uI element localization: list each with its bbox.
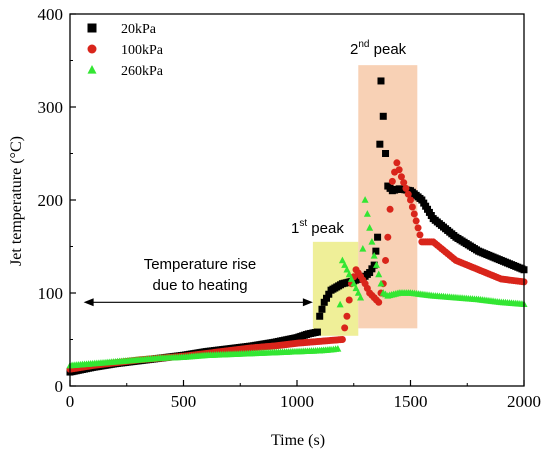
legend-entry: 20kPa — [87, 22, 157, 37]
series-100kPa — [66, 159, 528, 373]
legend-marker — [87, 44, 97, 54]
first-peak-word: peak — [307, 220, 344, 237]
y-tick-label: 100 — [38, 284, 64, 303]
data-point — [374, 233, 382, 241]
data-point — [370, 251, 378, 259]
data-point — [407, 196, 414, 204]
second-peak-number: 2 — [350, 41, 358, 58]
data-point — [338, 256, 346, 264]
first-peak-superscript: st — [299, 218, 307, 229]
annotations: Temperature rise due to heating 1st peak… — [83, 39, 407, 307]
data-point — [323, 294, 331, 302]
data-point — [361, 196, 369, 203]
data-point — [393, 159, 401, 167]
second-peak-superscript: nd — [358, 39, 369, 50]
data-point — [382, 150, 390, 157]
data-point — [384, 233, 392, 241]
data-point — [341, 324, 349, 332]
legend-marker — [87, 65, 97, 74]
legend-entry: 260kPa — [87, 64, 164, 79]
data-point — [350, 279, 358, 287]
data-point — [404, 190, 412, 198]
data-point — [397, 173, 405, 181]
data-point — [343, 312, 351, 320]
data-point — [343, 265, 351, 273]
data-point — [352, 284, 360, 292]
data-point — [325, 290, 333, 298]
data-point — [318, 305, 326, 313]
data-point — [376, 140, 384, 148]
data-point — [375, 298, 383, 306]
data-point — [345, 296, 353, 304]
data-point — [370, 261, 378, 269]
x-tick-label: 1500 — [394, 392, 428, 411]
y-tick-label: 400 — [38, 5, 64, 24]
data-point — [400, 179, 408, 187]
arrow-head-right — [302, 298, 313, 307]
data-point — [414, 224, 422, 232]
data-point — [341, 261, 349, 268]
data-point — [316, 312, 324, 320]
series-260kPa — [66, 196, 528, 369]
data-point — [377, 77, 385, 85]
data-point — [379, 112, 387, 120]
y-tick-label: 200 — [38, 191, 64, 210]
data-point — [410, 210, 418, 218]
second-peak-label: 2nd peak — [350, 39, 407, 58]
data-point — [388, 177, 396, 185]
first-peak-number: 1 — [291, 220, 299, 237]
data-point — [395, 166, 403, 174]
data-point — [382, 256, 390, 264]
axis-ticks: 0 500 1000 1500 2000 0 100 200 300 400 — [38, 5, 542, 411]
data-point — [363, 210, 371, 217]
data-point — [338, 336, 346, 343]
legend-label: 260kPa — [121, 64, 164, 79]
data-point — [412, 217, 420, 225]
first-peak-label: 1st peak — [291, 218, 344, 237]
x-tick-label: 2000 — [507, 392, 541, 411]
data-point — [372, 261, 380, 268]
data-point — [354, 289, 362, 296]
data-point — [386, 205, 394, 213]
legend-marker — [87, 23, 97, 33]
rise-annotation-line2: due to heating — [152, 277, 247, 294]
data-point — [408, 203, 416, 211]
rise-annotation-line1: Temperature rise — [144, 256, 257, 273]
legend-label: 100kPa — [121, 43, 164, 58]
x-tick-label: 500 — [171, 392, 197, 411]
legend-entry: 100kPa — [87, 43, 164, 58]
y-tick-label: 0 — [55, 377, 64, 396]
data-series — [66, 77, 528, 376]
x-tick-label: 1000 — [280, 392, 314, 411]
data-point — [366, 269, 374, 277]
legend: 20kPa 100kPa 260kPa — [87, 22, 164, 79]
data-point — [347, 275, 355, 282]
data-point — [377, 279, 385, 287]
y-axis-label: Jet temperature (°C) — [8, 136, 25, 266]
data-point — [366, 224, 374, 231]
data-point — [375, 270, 383, 278]
data-point — [357, 293, 365, 301]
data-point — [345, 270, 353, 278]
data-point — [372, 247, 380, 255]
legend-label: 20kPa — [121, 22, 157, 37]
data-point — [402, 184, 410, 192]
second-peak-word: peak — [369, 41, 406, 58]
x-axis-label: Time (s) — [271, 432, 325, 449]
data-point — [368, 265, 376, 273]
data-point — [334, 344, 342, 352]
data-point — [336, 300, 344, 308]
x-tick-label: 0 — [66, 392, 75, 411]
data-point — [416, 231, 424, 239]
data-point — [313, 328, 321, 336]
data-point — [320, 298, 328, 306]
y-tick-label: 300 — [38, 98, 64, 117]
data-point — [368, 238, 376, 245]
arrow-head-left — [83, 298, 94, 307]
data-point — [359, 244, 367, 252]
